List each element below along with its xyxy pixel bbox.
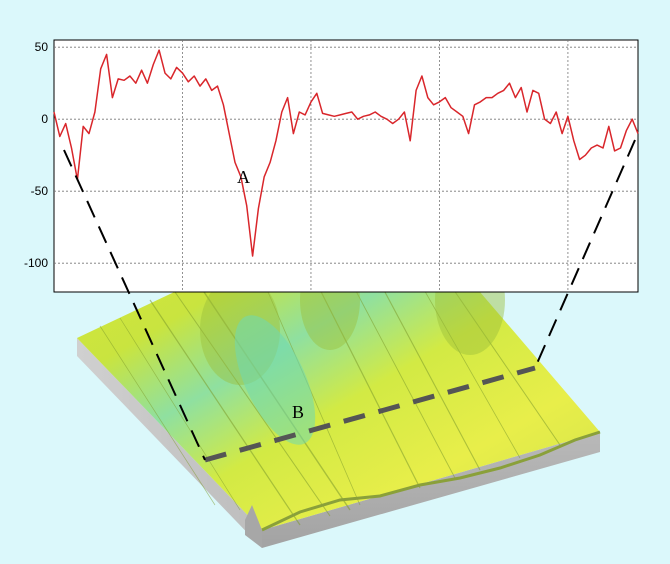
projection-line-left (63, 149, 206, 461)
projection-line-right (534, 139, 636, 369)
profile-chart: 50 0 -50 -100 (24, 39, 639, 293)
surface-profile-line (204, 365, 536, 463)
surface-left-side (77, 338, 262, 548)
surface-front-notch (245, 505, 262, 548)
surface-3d-block (77, 222, 601, 548)
y-tick-label: -50 (31, 184, 49, 198)
surface-edge-ridge (261, 430, 601, 532)
annotation-a: A (237, 167, 250, 187)
surface-streaks (99, 225, 561, 526)
surface-top (77, 222, 600, 530)
profile-series-line (53, 49, 639, 257)
chart-panel (53, 39, 639, 293)
y-tick-label: 50 (35, 40, 49, 54)
y-axis-ticks: 50 0 -50 -100 (24, 40, 48, 270)
y-tick-label: 0 (41, 112, 48, 126)
surface-teal-channel (234, 315, 316, 445)
surface-front-side (262, 432, 600, 548)
grid (54, 40, 638, 292)
y-tick-label: -100 (24, 256, 48, 270)
annotation-b: B (292, 402, 304, 422)
projection-lines (63, 139, 636, 461)
